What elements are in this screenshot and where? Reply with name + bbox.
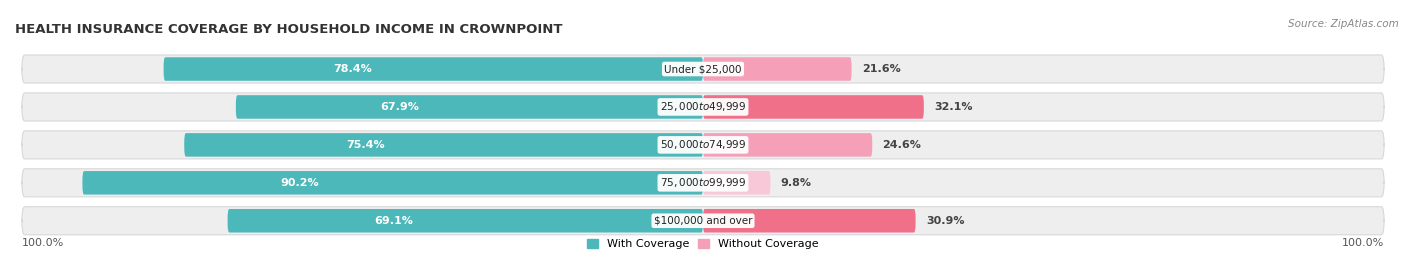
- Text: $100,000 and over: $100,000 and over: [654, 216, 752, 226]
- Text: $25,000 to $49,999: $25,000 to $49,999: [659, 100, 747, 114]
- Text: 69.1%: 69.1%: [374, 216, 413, 226]
- FancyBboxPatch shape: [22, 169, 1384, 197]
- Text: 90.2%: 90.2%: [280, 178, 319, 188]
- Text: $75,000 to $99,999: $75,000 to $99,999: [659, 176, 747, 189]
- FancyBboxPatch shape: [703, 209, 915, 232]
- FancyBboxPatch shape: [228, 209, 703, 232]
- Text: 21.6%: 21.6%: [862, 64, 901, 74]
- Text: 100.0%: 100.0%: [1341, 238, 1384, 248]
- Text: 30.9%: 30.9%: [927, 216, 965, 226]
- FancyBboxPatch shape: [703, 57, 852, 81]
- FancyBboxPatch shape: [22, 93, 1384, 121]
- Text: 100.0%: 100.0%: [22, 238, 65, 248]
- Text: Under $25,000: Under $25,000: [664, 64, 742, 74]
- Text: HEALTH INSURANCE COVERAGE BY HOUSEHOLD INCOME IN CROWNPOINT: HEALTH INSURANCE COVERAGE BY HOUSEHOLD I…: [15, 23, 562, 36]
- FancyBboxPatch shape: [83, 171, 703, 194]
- Text: 32.1%: 32.1%: [934, 102, 973, 112]
- FancyBboxPatch shape: [184, 133, 703, 157]
- FancyBboxPatch shape: [236, 95, 703, 119]
- FancyBboxPatch shape: [703, 133, 872, 157]
- Text: 24.6%: 24.6%: [883, 140, 921, 150]
- FancyBboxPatch shape: [22, 207, 1384, 235]
- Text: 78.4%: 78.4%: [333, 64, 371, 74]
- FancyBboxPatch shape: [22, 55, 1384, 83]
- FancyBboxPatch shape: [163, 57, 703, 81]
- Text: 67.9%: 67.9%: [380, 102, 419, 112]
- Text: $50,000 to $74,999: $50,000 to $74,999: [659, 138, 747, 151]
- FancyBboxPatch shape: [703, 95, 924, 119]
- FancyBboxPatch shape: [22, 131, 1384, 159]
- Legend: With Coverage, Without Coverage: With Coverage, Without Coverage: [582, 235, 824, 254]
- Text: 75.4%: 75.4%: [346, 140, 385, 150]
- FancyBboxPatch shape: [703, 171, 770, 194]
- Text: Source: ZipAtlas.com: Source: ZipAtlas.com: [1288, 19, 1399, 29]
- Text: 9.8%: 9.8%: [780, 178, 811, 188]
